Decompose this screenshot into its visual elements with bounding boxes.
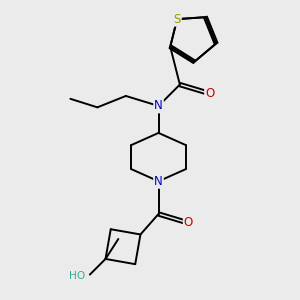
Text: S: S xyxy=(173,13,181,26)
Text: N: N xyxy=(154,175,163,188)
Text: N: N xyxy=(154,99,163,112)
Text: O: O xyxy=(184,216,193,229)
Text: HO: HO xyxy=(69,271,85,281)
Text: O: O xyxy=(205,87,214,100)
